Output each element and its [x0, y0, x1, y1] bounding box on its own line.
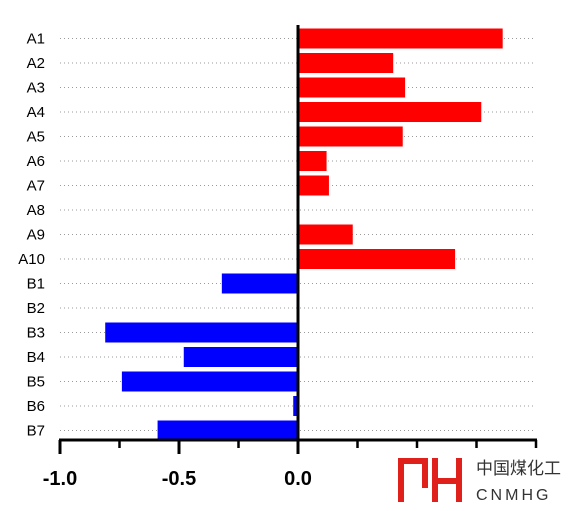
- category-label-a3: A3: [27, 80, 45, 97]
- category-label-a8: A8: [27, 202, 45, 219]
- category-label-b3: B3: [27, 325, 45, 342]
- x-tick-label: -0.5: [162, 468, 196, 490]
- bar-a7: [298, 175, 329, 196]
- x-tick-labels: -1.0 -0.5 0.0: [43, 468, 312, 490]
- bar-a2: [298, 53, 394, 73]
- category-label-a5: A5: [27, 129, 45, 146]
- watermark-chinese-text: 中国煤化工: [476, 459, 561, 479]
- bar-a4: [298, 102, 482, 122]
- category-label-b1: B1: [27, 276, 45, 293]
- bar-b5: [121, 371, 298, 392]
- bar-a6: [298, 151, 327, 171]
- category-label-a1: A1: [27, 31, 45, 48]
- bar-b7: [157, 420, 298, 441]
- x-tick-label: -1.0: [43, 468, 77, 490]
- category-label-b5: B5: [27, 374, 45, 391]
- category-label-b6: B6: [27, 398, 45, 415]
- bar-a9: [298, 224, 353, 245]
- bar-b3: [105, 322, 298, 343]
- bar-b1: [221, 273, 298, 294]
- category-label-a9: A9: [27, 227, 45, 244]
- x-tick-label: 0.0: [284, 468, 312, 490]
- bar-a10: [298, 249, 456, 269]
- bar-a3: [298, 77, 406, 98]
- category-labels: A1 A2 A3 A4 A5 A6 A7 A8 A9 A10 B1 B2 B3 B4 B5 B6 B7: [18, 31, 45, 440]
- logo-mark-icon: [398, 458, 462, 502]
- bar-b4: [183, 347, 298, 367]
- category-label-b2: B2: [27, 300, 45, 317]
- bar-b6: [293, 396, 298, 416]
- category-label-a10: A10: [18, 251, 45, 268]
- category-label-a6: A6: [27, 153, 45, 170]
- category-label-b7: B7: [27, 423, 45, 440]
- category-label-a4: A4: [27, 104, 45, 121]
- watermark-english-text: CNMHG: [476, 487, 551, 504]
- bars: [105, 28, 503, 441]
- category-label-b4: B4: [27, 349, 45, 366]
- category-label-a2: A2: [27, 55, 45, 72]
- axes: [58, 25, 538, 454]
- bar-a1: [298, 28, 503, 49]
- bar-a5: [298, 126, 403, 147]
- category-label-a7: A7: [27, 178, 45, 195]
- watermark-logo: 中国煤化工 CNMHG: [398, 458, 561, 504]
